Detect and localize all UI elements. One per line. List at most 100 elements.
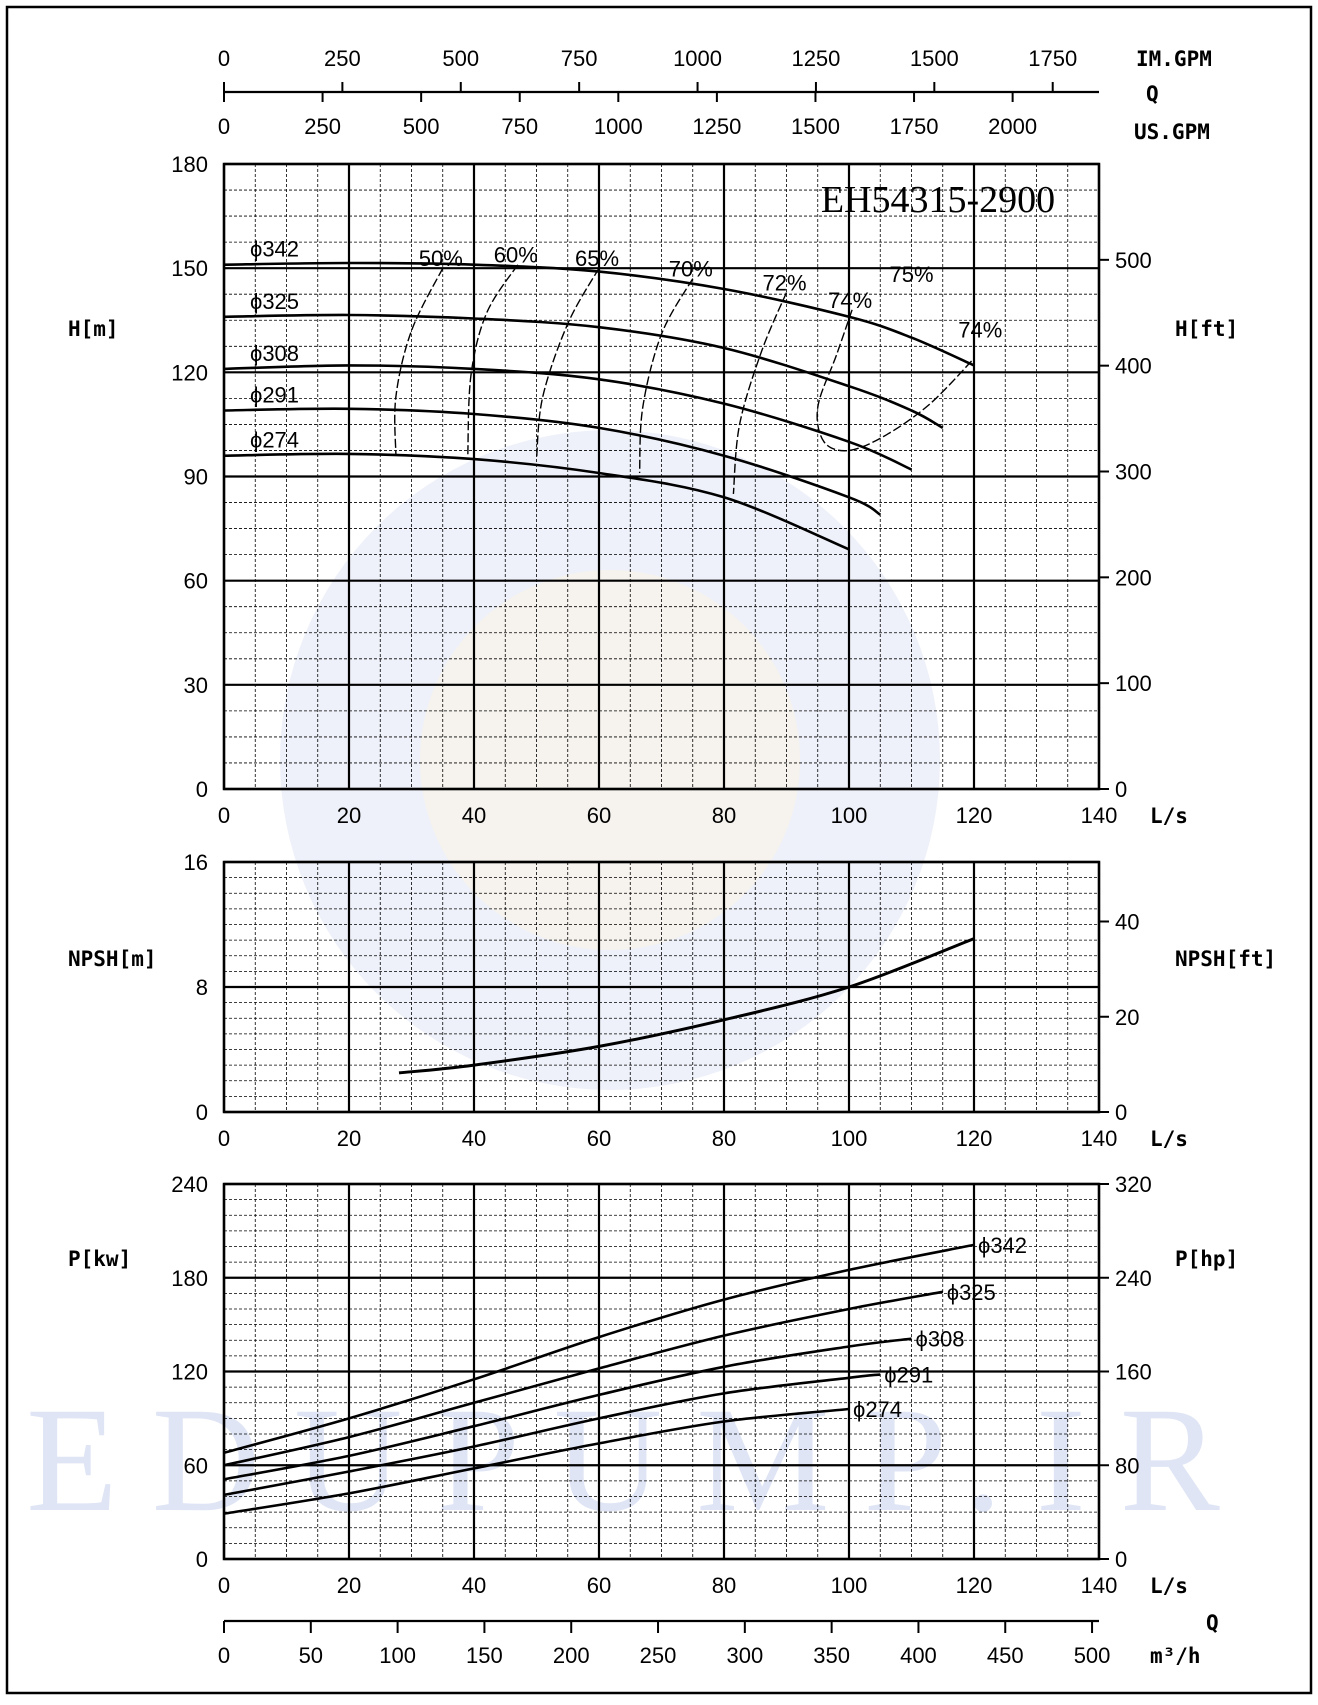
head-ytick-label: 180 bbox=[171, 152, 208, 177]
power-ytick-label: 0 bbox=[196, 1547, 208, 1572]
m3h-tick-label: 150 bbox=[466, 1643, 503, 1668]
us-gpm-tick-label: 1000 bbox=[594, 114, 643, 139]
efficiency-curve-60% bbox=[467, 264, 519, 456]
npsh-x-axis-label: L/s bbox=[1150, 1127, 1188, 1151]
head-xtick-label: 40 bbox=[462, 803, 486, 828]
efficiency-label: 50% bbox=[419, 246, 463, 271]
npsh-ytick-label: 16 bbox=[184, 850, 208, 875]
m3h-tick-label: 300 bbox=[726, 1643, 763, 1668]
head-ytick-label: 120 bbox=[171, 360, 208, 385]
power-curve-ϕ291 bbox=[223, 1373, 881, 1497]
power-xtick-label: 80 bbox=[712, 1573, 736, 1598]
npsh-ytick-label: 8 bbox=[196, 975, 208, 1000]
head-xtick-label: 80 bbox=[712, 803, 736, 828]
npsh-ytick-right-label: 40 bbox=[1115, 910, 1139, 935]
efficiency-label-75: 75% bbox=[889, 262, 933, 287]
im-gpm-tick-label: 1250 bbox=[791, 46, 840, 71]
head-curve-ϕ274 bbox=[223, 452, 850, 551]
power-curve-ϕ342 bbox=[223, 1243, 975, 1455]
head-ytick-right-label: 200 bbox=[1115, 565, 1152, 590]
head-ytick-label: 30 bbox=[184, 673, 208, 698]
power-xtick-label: 100 bbox=[831, 1573, 868, 1598]
npsh-ytick-right-label: 20 bbox=[1115, 1005, 1139, 1030]
head-ytick-right-label: 400 bbox=[1115, 354, 1152, 379]
power-ytick-right-label: 0 bbox=[1115, 1547, 1127, 1572]
m3h-tick-label: 400 bbox=[900, 1643, 937, 1668]
head-curve-label: ϕ308 bbox=[250, 341, 299, 366]
power-ytick-right-label: 320 bbox=[1115, 1172, 1152, 1197]
m3h-tick-label: 350 bbox=[813, 1643, 850, 1668]
head-xtick-label: 140 bbox=[1081, 803, 1118, 828]
npsh-xtick-label: 40 bbox=[462, 1126, 486, 1151]
m3h-tick-label: 500 bbox=[1074, 1643, 1111, 1668]
im-gpm-tick-label: 1000 bbox=[673, 46, 722, 71]
head-ytick-right-label: 100 bbox=[1115, 671, 1152, 696]
head-xtick-label: 100 bbox=[831, 803, 868, 828]
watermark-inner-disc bbox=[420, 570, 800, 950]
power-ytick-label: 60 bbox=[184, 1453, 208, 1478]
head-curve-label: ϕ342 bbox=[250, 237, 299, 262]
m3h-tick-label: 250 bbox=[640, 1643, 677, 1668]
power-xtick-label: 20 bbox=[337, 1573, 361, 1598]
head-ytick-label: 0 bbox=[196, 777, 208, 802]
head-x-axis-label: L/s bbox=[1150, 804, 1188, 828]
head-plot-frame bbox=[222, 162, 1101, 791]
head-curve-label: ϕ274 bbox=[250, 428, 299, 453]
efficiency-label: 70% bbox=[669, 257, 713, 282]
npsh-ytick-right-label: 0 bbox=[1115, 1100, 1127, 1125]
chart-title: EH54315-2900 bbox=[821, 179, 1055, 221]
power-curve-label: ϕ274 bbox=[853, 1397, 902, 1422]
us-gpm-tick-label: 1250 bbox=[692, 114, 741, 139]
head-curve-ϕ325 bbox=[223, 313, 944, 430]
im-gpm-tick-label: 0 bbox=[218, 46, 230, 71]
title-background bbox=[792, 172, 1092, 230]
efficiency-curve-65% bbox=[535, 267, 600, 460]
us-gpm-tick-label: 500 bbox=[403, 114, 440, 139]
power-ytick-label: 240 bbox=[171, 1172, 208, 1197]
im-gpm-tick-label: 1750 bbox=[1028, 46, 1077, 71]
head-xtick-label: 60 bbox=[587, 803, 611, 828]
us-gpm-tick-label: 750 bbox=[501, 114, 538, 139]
head-ytick-right-label: 300 bbox=[1115, 460, 1152, 485]
npsh-ytick-label: 0 bbox=[196, 1100, 208, 1125]
power-ytick-label: 180 bbox=[171, 1266, 208, 1291]
power-xtick-label: 40 bbox=[462, 1573, 486, 1598]
bottom-q-label: Q bbox=[1206, 1611, 1219, 1635]
npsh-xtick-label: 100 bbox=[831, 1126, 868, 1151]
efficiency-label: 74% bbox=[828, 288, 872, 313]
power-xtick-label: 120 bbox=[956, 1573, 993, 1598]
efficiency-curve-50% bbox=[394, 267, 444, 456]
head-xtick-label: 20 bbox=[337, 803, 361, 828]
us-gpm-tick-label: 2000 bbox=[988, 114, 1037, 139]
head-ytick-right-label: 0 bbox=[1115, 777, 1127, 802]
power-ytick-right-label: 240 bbox=[1115, 1266, 1152, 1291]
im-gpm-tick-label: 750 bbox=[561, 46, 598, 71]
npsh-plot-frame bbox=[222, 860, 1101, 1114]
power-xtick-label: 140 bbox=[1081, 1573, 1118, 1598]
npsh-xtick-label: 0 bbox=[218, 1126, 230, 1151]
npsh-xtick-label: 60 bbox=[587, 1126, 611, 1151]
npsh-y-axis-right-label: NPSH[ft] bbox=[1175, 947, 1276, 971]
power-curve-label: ϕ342 bbox=[978, 1233, 1027, 1258]
power-ytick-label: 120 bbox=[171, 1360, 208, 1385]
head-curve-label: ϕ325 bbox=[250, 289, 299, 314]
us-gpm-tick-label: 0 bbox=[218, 114, 230, 139]
im-gpm-label: IM.GPM bbox=[1136, 47, 1212, 71]
us-gpm-tick-label: 1500 bbox=[791, 114, 840, 139]
head-ytick-label: 150 bbox=[171, 256, 208, 281]
head-y-axis-right-label: H[ft] bbox=[1175, 317, 1238, 341]
power-curve-label: ϕ325 bbox=[947, 1280, 996, 1305]
efficiency-curve-70% bbox=[638, 278, 694, 474]
head-ytick-right-label: 500 bbox=[1115, 248, 1152, 273]
efficiency-curve-72% bbox=[732, 292, 788, 494]
head-ytick-label: 60 bbox=[184, 569, 208, 594]
power-curve-ϕ325 bbox=[223, 1290, 944, 1467]
us-gpm-tick-label: 250 bbox=[304, 114, 341, 139]
head-curve-ϕ308 bbox=[223, 364, 913, 471]
head-curve-label: ϕ291 bbox=[250, 383, 299, 408]
power-curve-ϕ308 bbox=[223, 1337, 912, 1481]
watermark-text: EDUPUMP.IR bbox=[26, 1377, 1254, 1543]
efficiency-curve-74% bbox=[816, 309, 975, 452]
